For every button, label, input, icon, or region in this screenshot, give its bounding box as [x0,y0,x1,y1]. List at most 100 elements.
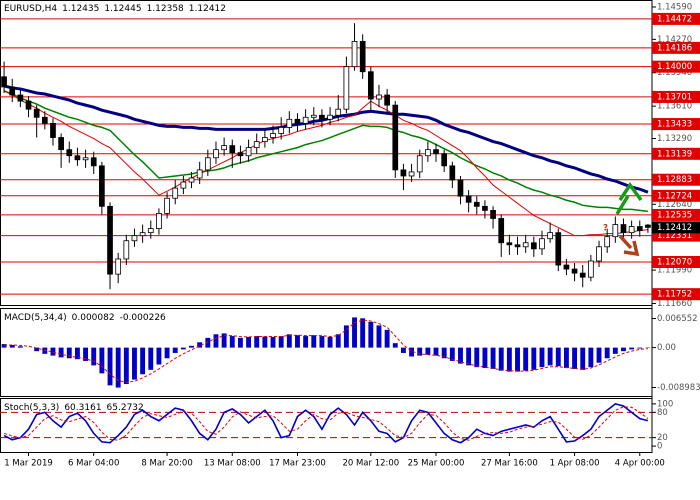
macd-bar [254,336,260,348]
candle-body [645,224,651,228]
candle-body [408,171,415,177]
level-label: 1.13433 [657,120,692,130]
macd-bar [621,347,626,352]
candle-body [604,236,611,248]
macd-bar [205,337,211,348]
candle-body [465,195,472,203]
macd-bar [409,347,415,357]
header-value: 1.12358 [147,4,184,14]
macd-bar [115,347,121,388]
macd-bar [303,336,309,348]
macd-bar [531,347,537,370]
candle-body [449,165,456,181]
macd-bar [563,347,569,369]
macd-bar [360,318,366,348]
y-tick-label: 1.12640 [657,200,692,210]
level-box [652,208,700,221]
candle-body [351,40,358,68]
candle-body [588,260,594,278]
macd-bar [417,347,423,356]
macd-bar [539,347,545,368]
x-tick-label: 4 Apr 00:00 [615,459,665,469]
candle-body [433,149,439,155]
x-tick-label: 27 Mar 16:00 [481,459,538,469]
macd-bar [441,347,447,359]
macd-bar [498,347,504,371]
y-tick-label: 20 [657,433,668,443]
candle-body [58,137,64,151]
macd-bar [180,347,186,350]
macd-bar [392,343,398,348]
candle-body [156,213,162,229]
moving-average [3,84,649,194]
candle-body [33,108,40,118]
macd-bar [612,347,618,354]
macd-bar [74,347,80,360]
header-value: 0.000082 [72,313,115,323]
macd-bar [229,336,235,348]
macd-bar [490,347,496,369]
candle-body [188,177,195,183]
level-label: 1.12724 [657,191,692,201]
macd-bar [91,347,97,366]
up-arrow [615,181,643,215]
macd-bar [17,346,23,348]
y-tick-label: 1.14590 [657,2,692,12]
candle-body [506,242,513,246]
y-tick-label: 80 [657,408,668,418]
macd-bar [425,347,431,355]
macd-bar [335,334,341,348]
candle-body [335,108,342,116]
candle-body [82,157,89,161]
macd-bar [555,347,561,367]
candle-body [620,224,627,234]
macd-bar [572,347,578,369]
macd-bar [506,347,512,372]
macd-bar [189,345,194,348]
candle-body [221,145,227,151]
candle-body [400,169,407,177]
y-tick-label: -0.008983 [657,383,700,393]
macd-bar [629,347,635,350]
candle-body [392,104,399,171]
candle-body [196,169,203,179]
macd-bar [148,347,154,370]
macd-bar [34,347,40,352]
candle-body [270,133,276,138]
x-tick-label: 17 Mar 23:00 [269,459,326,469]
level-label: 1.12883 [657,175,692,185]
header-value: -0.000226 [120,313,166,323]
macd-bar [58,347,64,358]
x-tick-label: 20 Mar 12:00 [342,459,399,469]
candle-body [359,40,366,73]
candle-body [50,122,56,138]
macd-bar [107,347,113,386]
level-box [652,41,700,54]
macd-bar [1,344,7,348]
y-tick-label: 1.11660 [657,299,692,309]
level-box [652,189,700,202]
panel-header: MACD(5,34,4) 0.000082 -0.000226 [4,313,166,323]
candle-body [514,244,521,248]
level-label: 1.13701 [657,92,692,102]
candle-body [147,228,154,234]
macd-bar [588,347,594,368]
candle-body [180,181,187,189]
header-value: 1.12445 [104,4,141,14]
current-price-box [652,221,700,234]
candle-body [1,76,7,88]
stoch-line [3,403,649,444]
header-value: 1.12435 [62,4,99,14]
y-tick-label: 1.14270 [657,35,692,45]
level-label: 1.14186 [657,43,692,53]
candle-body [530,242,537,250]
macd-bar [221,333,227,348]
candle-body [490,209,496,219]
candle-body [237,152,244,157]
macd-bar [637,347,643,349]
moving-average [3,90,648,237]
candle-body [262,137,268,142]
header-value: 60.3161 [64,403,101,413]
candle-body [99,165,105,207]
macd-bar [580,347,586,370]
